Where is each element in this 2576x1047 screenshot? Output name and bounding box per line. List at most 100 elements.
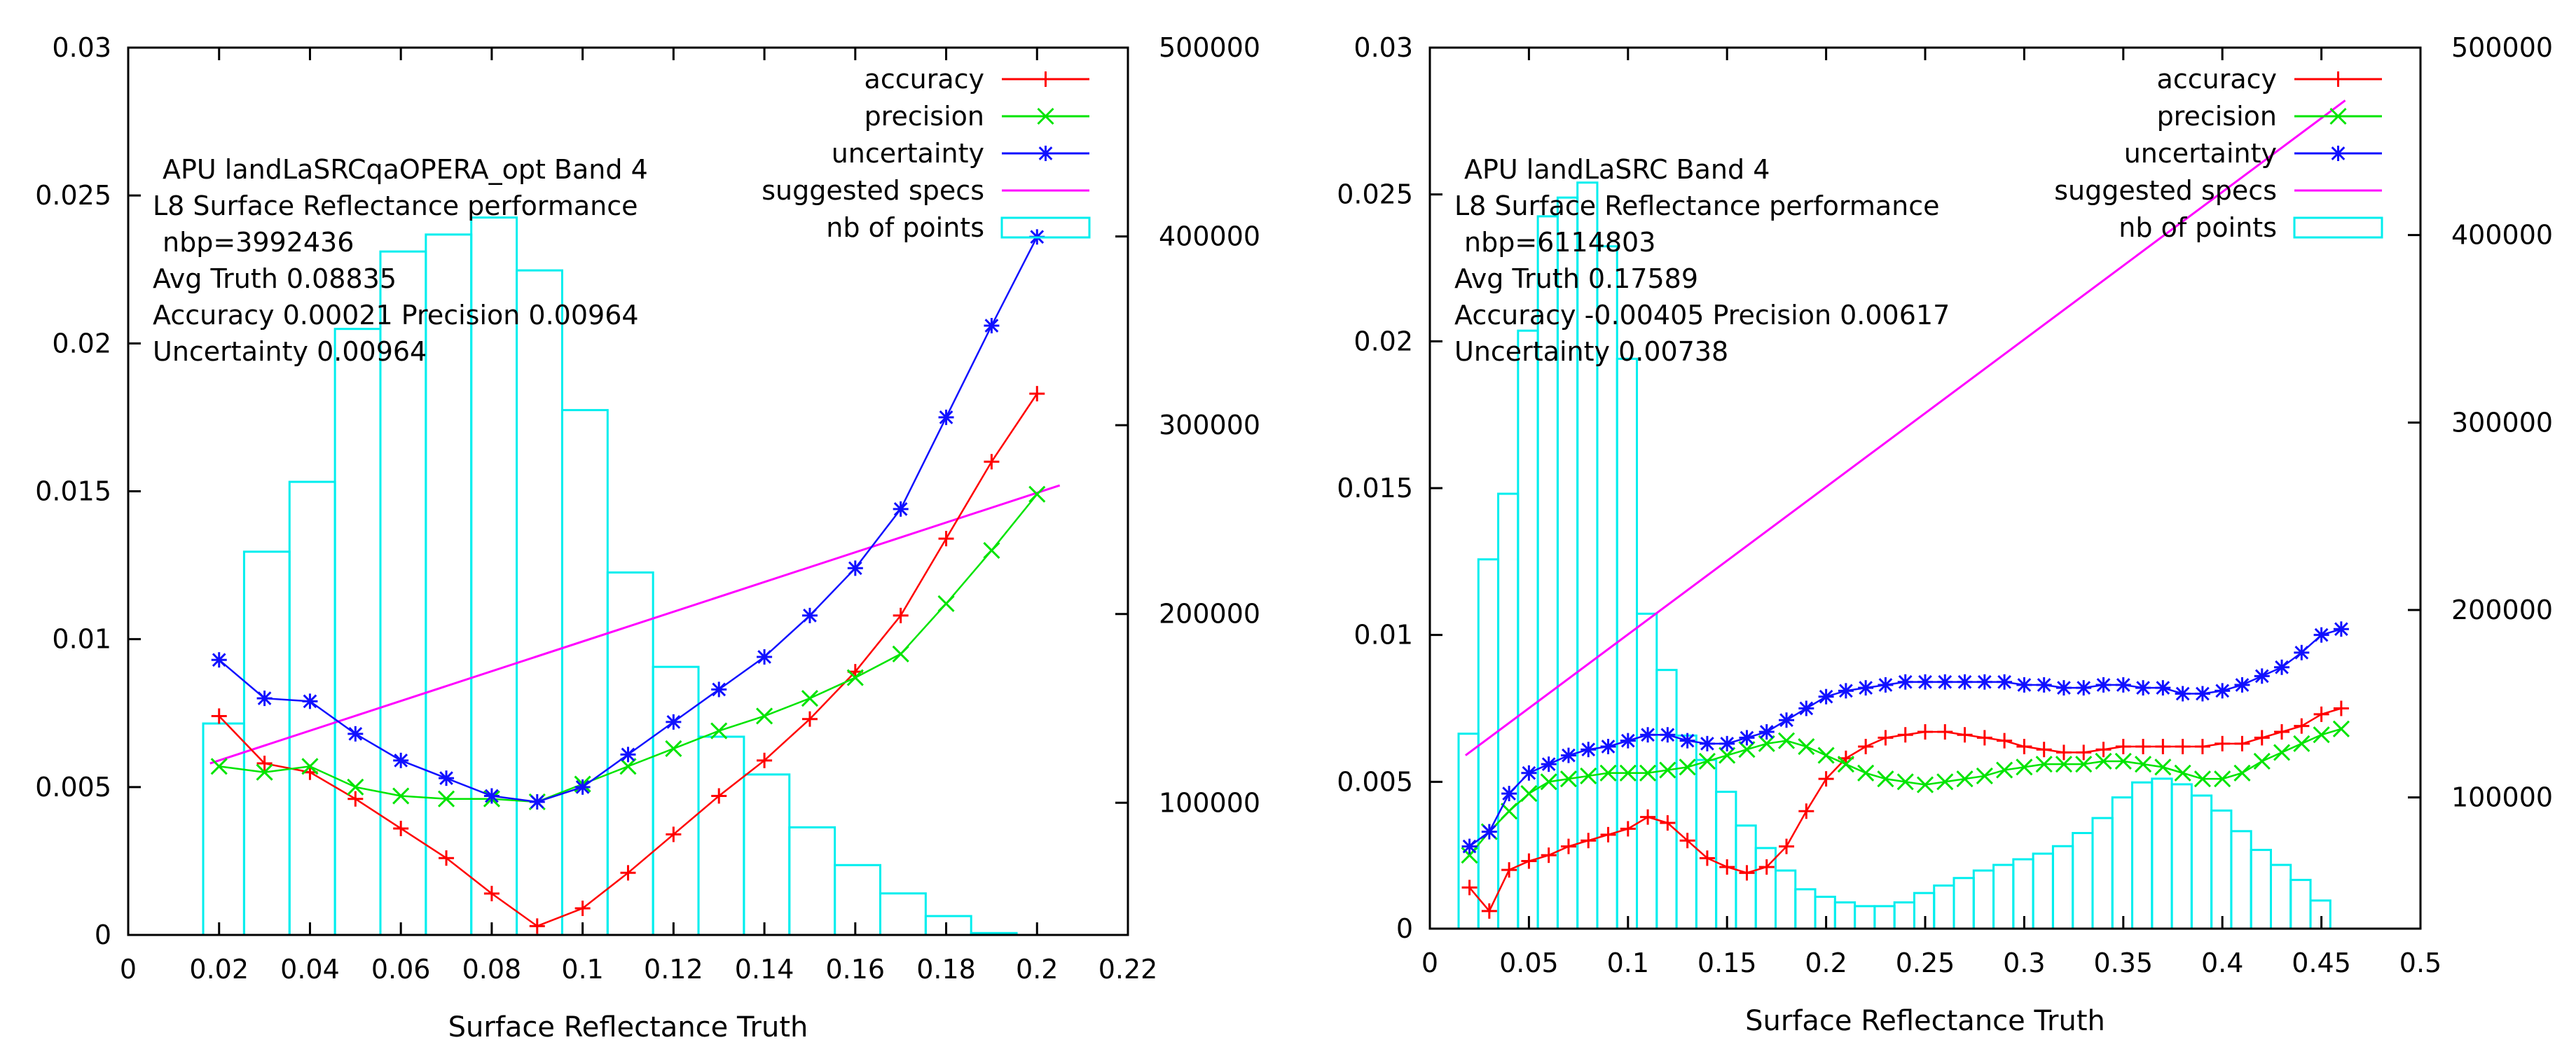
x-tick-label: 0.45 bbox=[2292, 948, 2351, 978]
histogram-bar bbox=[2131, 781, 2154, 930]
uncertainty-point bbox=[1858, 680, 1874, 696]
uncertainty-point bbox=[847, 560, 863, 576]
annotation-line: nbp=6114803 bbox=[1464, 227, 1655, 258]
precision-point bbox=[1996, 761, 2013, 779]
legend-label: nb of points bbox=[2119, 212, 2277, 243]
precision-point bbox=[301, 758, 319, 775]
accuracy-point bbox=[711, 788, 727, 804]
histogram-bar bbox=[1517, 329, 1539, 930]
precision-point bbox=[710, 722, 728, 740]
y-tick-label: 0.02 bbox=[1354, 326, 1413, 356]
legend-label: precision bbox=[2157, 101, 2277, 132]
x-tick-label: 0.16 bbox=[826, 954, 886, 985]
precision-point bbox=[1976, 767, 1993, 785]
precision-point bbox=[665, 740, 682, 757]
x-tick-label: 0.3 bbox=[2003, 948, 2045, 978]
uncertainty-point bbox=[2274, 659, 2290, 675]
uncertainty-point bbox=[1758, 724, 1775, 740]
accuracy-point bbox=[1779, 838, 1795, 854]
annotation-line: nbp=3992436 bbox=[163, 227, 354, 258]
precision-point bbox=[937, 595, 955, 613]
precision-point bbox=[256, 763, 273, 781]
uncertainty-point bbox=[2294, 644, 2310, 660]
annotation: APU landLaSRCqaOPERA_opt Band 4 L8 Surfac… bbox=[153, 154, 648, 367]
accuracy-point bbox=[1560, 838, 1576, 854]
accuracy-point bbox=[2055, 744, 2072, 761]
histogram-bar bbox=[2151, 777, 2173, 930]
y-tick-label: 0.025 bbox=[35, 180, 111, 211]
histogram-bar bbox=[1695, 758, 1718, 930]
accuracy-point bbox=[1461, 880, 1478, 896]
histogram-bar bbox=[425, 233, 473, 936]
x-tick-label: 0.15 bbox=[1697, 948, 1757, 978]
accuracy-point bbox=[2194, 739, 2210, 755]
uncertainty-point bbox=[393, 752, 409, 768]
precision-point bbox=[1817, 747, 1835, 764]
legend-label: uncertainty bbox=[832, 138, 984, 169]
accuracy-point bbox=[1858, 739, 1874, 755]
precision-point bbox=[2095, 752, 2112, 770]
accuracy-point bbox=[483, 885, 500, 901]
uncertainty-point bbox=[801, 607, 818, 623]
precision-point bbox=[2174, 764, 2191, 782]
accuracy-point bbox=[529, 918, 545, 934]
precision-point bbox=[1798, 737, 1815, 756]
precision-point bbox=[1877, 770, 1894, 788]
uncertainty-point bbox=[256, 691, 273, 707]
accuracy-point bbox=[1620, 821, 1636, 837]
uncertainty-point bbox=[2234, 677, 2250, 693]
histogram-bar bbox=[2269, 864, 2292, 930]
uncertainty-point bbox=[1798, 700, 1814, 716]
uncertainty-point bbox=[1838, 683, 1854, 699]
legend-label: accuracy bbox=[2157, 64, 2277, 95]
precision-point bbox=[2075, 756, 2093, 773]
x-tick-label: 0.5 bbox=[2399, 948, 2441, 978]
histogram-bar bbox=[1576, 181, 1599, 930]
annotation-line: Accuracy 0.00021 Precision 0.00964 bbox=[153, 300, 639, 331]
uncertainty-point bbox=[2095, 677, 2112, 693]
uncertainty-point bbox=[2313, 627, 2329, 643]
precision-point bbox=[437, 790, 455, 807]
accuracy-point bbox=[2313, 706, 2329, 722]
uncertainty-point bbox=[1997, 674, 2013, 690]
legend-label: uncertainty bbox=[2124, 138, 2277, 169]
accuracy-point bbox=[2294, 718, 2310, 734]
y2-axis: 100000 200000 300000 400000 500000 bbox=[2408, 32, 2553, 813]
precision-series bbox=[210, 485, 1046, 811]
histogram-bar bbox=[697, 735, 745, 936]
uncertainty-point bbox=[1560, 747, 1576, 763]
histogram-bar bbox=[2210, 809, 2233, 930]
x-axis: 0 0.02 0.04 0.06 0.08 0.1 0.12 0.14 0.16 0.18 0.2 0… bbox=[120, 48, 1157, 985]
y-axis: 0 0.005 0.01 0.015 0.02 0.025 0.03 bbox=[1337, 32, 1442, 944]
legend-swatch bbox=[1000, 216, 1091, 239]
accuracy-point bbox=[2155, 739, 2171, 755]
uncertainty-point bbox=[1878, 677, 1894, 693]
y-tick-label: 0.03 bbox=[52, 32, 111, 63]
uncertainty-point bbox=[2076, 680, 2092, 696]
precision-point bbox=[2114, 752, 2132, 770]
x-tick-label: 0.22 bbox=[1098, 954, 1158, 985]
y-tick-label: 0.03 bbox=[1354, 32, 1413, 63]
accuracy-point bbox=[2215, 735, 2231, 751]
annotation-line: Avg Truth 0.08835 bbox=[153, 263, 397, 294]
accuracy-point bbox=[1600, 826, 1616, 843]
histogram-bar bbox=[2072, 831, 2094, 930]
histogram-bar bbox=[879, 892, 927, 936]
legend: accuracy precision uncertainty suggested sp… bbox=[2054, 64, 2383, 243]
uncertainty-point bbox=[1620, 733, 1636, 749]
x-axis-title: Surface Reflectance Truth bbox=[1745, 1005, 2105, 1037]
precision-point bbox=[2332, 720, 2350, 737]
y2-tick-label: 500000 bbox=[1159, 32, 1260, 63]
y-tick-label: 0.02 bbox=[52, 328, 111, 359]
precision-point bbox=[347, 778, 364, 796]
histogram-bar bbox=[2250, 849, 2272, 930]
legend: accuracy precision uncertainty suggested sp… bbox=[762, 64, 1091, 243]
precision-point bbox=[2214, 770, 2231, 788]
uncertainty-point bbox=[2036, 677, 2052, 693]
precision-point bbox=[1916, 776, 1934, 793]
accuracy-point bbox=[2036, 742, 2052, 758]
annotation-line: APU landLaSRC Band 4 bbox=[1464, 154, 1770, 185]
precision-point bbox=[1619, 764, 1637, 782]
accuracy-point bbox=[2115, 739, 2131, 755]
